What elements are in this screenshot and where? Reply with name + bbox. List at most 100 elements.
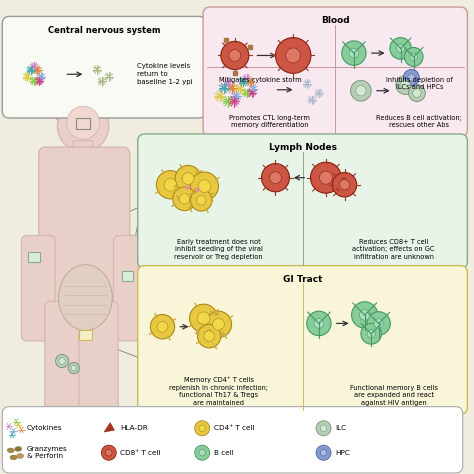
FancyBboxPatch shape [21, 236, 55, 341]
Ellipse shape [15, 447, 22, 451]
Circle shape [190, 304, 218, 332]
Text: ILC: ILC [335, 425, 346, 431]
Circle shape [156, 171, 184, 199]
Bar [79, 329, 92, 340]
Polygon shape [220, 331, 226, 337]
Text: B cell: B cell [214, 450, 234, 456]
Circle shape [229, 49, 241, 61]
Ellipse shape [59, 264, 112, 330]
Circle shape [205, 311, 232, 337]
FancyBboxPatch shape [45, 301, 84, 432]
Circle shape [310, 162, 341, 193]
Text: Blood: Blood [321, 17, 349, 26]
Circle shape [396, 76, 415, 94]
Text: Mitigates cytokine storm: Mitigates cytokine storm [219, 77, 302, 82]
Circle shape [204, 331, 214, 341]
Text: GI Tract: GI Tract [283, 275, 322, 284]
Text: HLA-DR: HLA-DR [120, 425, 148, 431]
Circle shape [401, 81, 410, 90]
Ellipse shape [10, 455, 17, 460]
Circle shape [286, 48, 301, 63]
Text: CD8⁺ T cell: CD8⁺ T cell [120, 450, 161, 456]
Circle shape [332, 173, 357, 197]
Bar [28, 252, 40, 262]
Circle shape [403, 70, 419, 85]
Circle shape [367, 312, 390, 335]
Ellipse shape [17, 454, 24, 458]
Circle shape [191, 172, 219, 200]
Text: HPC: HPC [335, 450, 350, 456]
Circle shape [55, 355, 69, 368]
Circle shape [195, 421, 210, 436]
Circle shape [198, 180, 211, 192]
Circle shape [199, 449, 205, 456]
Text: Memory CD4⁺ T cells
replenish in chronic infection;
functional Th17 & Tregs
are : Memory CD4⁺ T cells replenish in chronic… [169, 376, 268, 406]
Circle shape [198, 324, 221, 348]
Text: Granzymes
& Perforin: Granzymes & Perforin [27, 446, 68, 459]
Circle shape [342, 41, 366, 65]
Text: Functional memory B cells
are expanded and react
against HIV antigen: Functional memory B cells are expanded a… [350, 385, 438, 406]
Text: CD4⁺ T cell: CD4⁺ T cell [214, 425, 255, 431]
FancyBboxPatch shape [73, 141, 93, 158]
Circle shape [213, 319, 224, 330]
FancyBboxPatch shape [2, 407, 463, 473]
Circle shape [71, 365, 77, 371]
Circle shape [356, 85, 366, 96]
Circle shape [413, 89, 421, 97]
Circle shape [390, 37, 411, 59]
Text: Cytokines: Cytokines [27, 425, 63, 431]
Circle shape [182, 173, 194, 184]
Circle shape [150, 314, 174, 339]
FancyBboxPatch shape [2, 17, 206, 118]
Circle shape [175, 165, 201, 192]
Circle shape [351, 81, 371, 101]
Circle shape [164, 178, 177, 191]
FancyBboxPatch shape [138, 265, 467, 414]
FancyBboxPatch shape [138, 134, 467, 268]
Circle shape [196, 195, 206, 205]
Circle shape [307, 311, 331, 336]
Text: Early treatment does not
inhibit seeding of the viral
reservoir or Treg depletio: Early treatment does not inhibit seeding… [174, 239, 263, 260]
Ellipse shape [7, 448, 14, 453]
Circle shape [396, 44, 405, 53]
Circle shape [352, 302, 378, 328]
Text: Promotes CTL long-term
memory differentiation: Promotes CTL long-term memory differenti… [229, 115, 310, 128]
FancyBboxPatch shape [79, 301, 118, 432]
Circle shape [68, 363, 79, 374]
FancyBboxPatch shape [39, 147, 130, 323]
Text: Reduces B cell activation;
rescues other Abs: Reduces B cell activation; rescues other… [376, 115, 462, 128]
Polygon shape [104, 423, 114, 432]
Bar [122, 271, 133, 281]
Circle shape [157, 321, 168, 332]
Circle shape [361, 323, 382, 344]
Circle shape [179, 193, 190, 204]
Circle shape [339, 180, 350, 190]
FancyBboxPatch shape [113, 236, 146, 341]
Circle shape [319, 171, 332, 184]
Text: Cytokine levels
return to
baseline 1-2 ypi: Cytokine levels return to baseline 1-2 y… [137, 63, 192, 85]
Circle shape [262, 164, 290, 192]
Circle shape [408, 74, 415, 81]
Circle shape [59, 358, 65, 365]
Circle shape [106, 449, 112, 456]
Circle shape [270, 172, 282, 183]
Circle shape [199, 425, 205, 431]
Circle shape [404, 47, 423, 66]
Bar [76, 118, 90, 129]
Circle shape [367, 329, 375, 338]
Circle shape [195, 445, 210, 460]
Circle shape [349, 48, 359, 58]
Circle shape [173, 187, 196, 210]
Circle shape [316, 445, 331, 460]
Text: Reduces CD8+ T cell
activation; effects on GC
infiltration are unknown: Reduces CD8+ T cell activation; effects … [352, 239, 435, 260]
Circle shape [314, 319, 324, 328]
Circle shape [320, 449, 327, 456]
Circle shape [101, 445, 116, 460]
Circle shape [197, 312, 210, 325]
Text: Central nervous system: Central nervous system [48, 26, 160, 35]
Circle shape [320, 425, 327, 431]
Circle shape [275, 37, 311, 73]
Polygon shape [195, 328, 201, 334]
Circle shape [191, 190, 212, 211]
Circle shape [67, 106, 100, 139]
